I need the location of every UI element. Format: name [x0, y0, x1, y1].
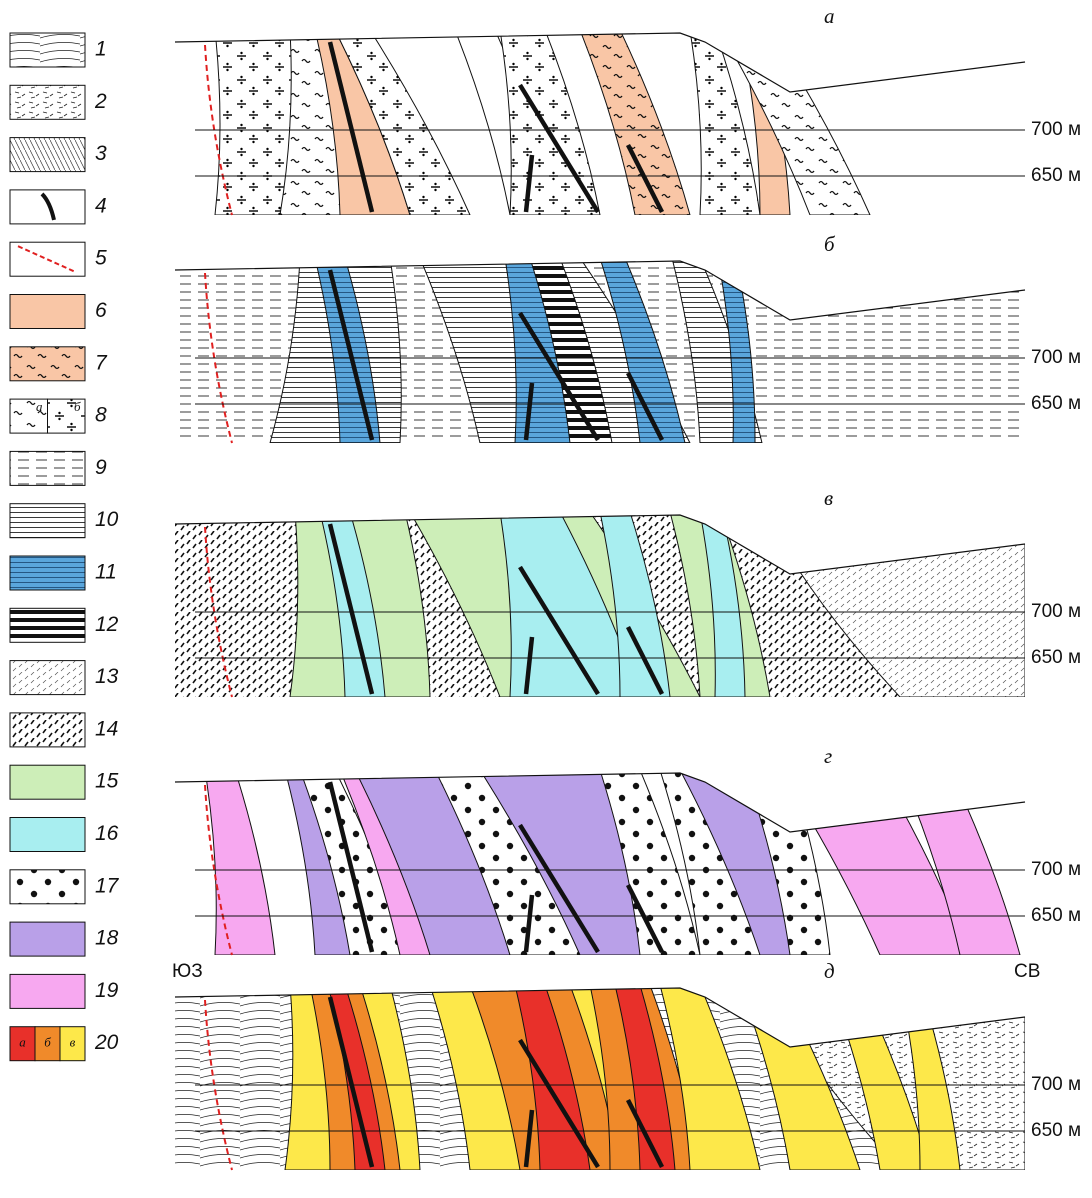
panel-label: д	[824, 959, 835, 983]
panel-label: б	[824, 232, 836, 256]
legend-number: 5	[95, 247, 107, 270]
legend-number: 18	[95, 927, 119, 950]
legend-swatch	[10, 190, 85, 224]
legend-sublabel: а	[36, 399, 43, 414]
legend-swatch	[10, 922, 85, 956]
section-body	[175, 30, 1025, 220]
legend-number: 8	[95, 404, 107, 427]
legend-number: 17	[95, 874, 120, 897]
level-label: 700 м	[1031, 119, 1081, 140]
legend-swatch	[10, 33, 85, 67]
rock-body	[215, 30, 293, 215]
section-body	[175, 770, 1025, 960]
panel-label: в	[824, 486, 833, 510]
cross-section: а 700 м 650 м	[175, 4, 1081, 220]
panel-label: г	[824, 744, 832, 768]
legend-sublabel: а	[19, 1035, 26, 1050]
legend-swatch	[10, 765, 85, 799]
legend-swatch	[10, 870, 85, 904]
legend-swatch	[10, 295, 85, 329]
level-label: 650 м	[1031, 647, 1081, 668]
legend-number: 7	[95, 351, 108, 374]
legend-sublabel: в	[70, 1035, 76, 1050]
legend-number: 16	[95, 822, 119, 845]
section-body	[175, 985, 1025, 1175]
legend-number: 12	[95, 613, 119, 636]
cross-section: г 700 м 650 м	[175, 744, 1081, 960]
legend-swatch	[10, 974, 85, 1008]
legend-number: 19	[95, 979, 119, 1002]
legend-swatch	[10, 818, 85, 852]
level-label: 700 м	[1031, 1074, 1081, 1095]
sections: а 700 м 650 м б 700 м 650 м в 700 м 650 м г 700 м 6…	[175, 4, 1081, 1175]
legend-swatch	[10, 504, 85, 538]
legend-number: 4	[95, 194, 107, 217]
legend-number: 13	[95, 665, 119, 688]
legend-swatch	[10, 713, 85, 747]
level-label: 700 м	[1031, 601, 1081, 622]
level-label: 650 м	[1031, 1120, 1081, 1141]
legend-number: 14	[95, 717, 118, 740]
section-body	[175, 258, 1025, 448]
direction-left: ЮЗ	[172, 961, 203, 982]
legend-swatch	[10, 556, 85, 590]
level-label: 650 м	[1031, 165, 1081, 186]
legend-number: 11	[95, 561, 117, 584]
panel-label: а	[824, 4, 835, 28]
legend-swatch	[10, 347, 85, 381]
legend-sublabel: б	[74, 399, 81, 414]
legend-sublabel: б	[44, 1035, 51, 1050]
legend-number: 10	[95, 508, 119, 531]
level-label: 650 м	[1031, 393, 1081, 414]
legend-swatch	[10, 608, 85, 642]
legend-number: 6	[95, 299, 107, 322]
section-body	[175, 512, 1025, 702]
level-label: 700 м	[1031, 859, 1081, 880]
legend-swatch	[10, 661, 85, 695]
cross-section: б 700 м 650 м	[175, 232, 1081, 448]
legend-number: 20	[94, 1031, 119, 1054]
legend-number: 9	[95, 456, 107, 479]
direction-right: СВ	[1014, 961, 1040, 982]
legend-swatch	[10, 451, 85, 485]
legend-number: 3	[95, 142, 107, 165]
cross-section: в 700 м 650 м	[175, 486, 1081, 702]
cross-section: д 700 м 650 м	[175, 959, 1081, 1175]
level-label: 700 м	[1031, 347, 1081, 368]
figure: 1234567аб8910111213141516171819абв20 а70…	[0, 0, 1092, 1198]
level-label: 650 м	[1031, 905, 1081, 926]
legend-swatch	[10, 138, 85, 172]
legend-number: 2	[94, 90, 107, 113]
legend-swatch	[10, 85, 85, 119]
legend-number: 1	[95, 38, 107, 61]
legend-number: 15	[95, 770, 119, 793]
